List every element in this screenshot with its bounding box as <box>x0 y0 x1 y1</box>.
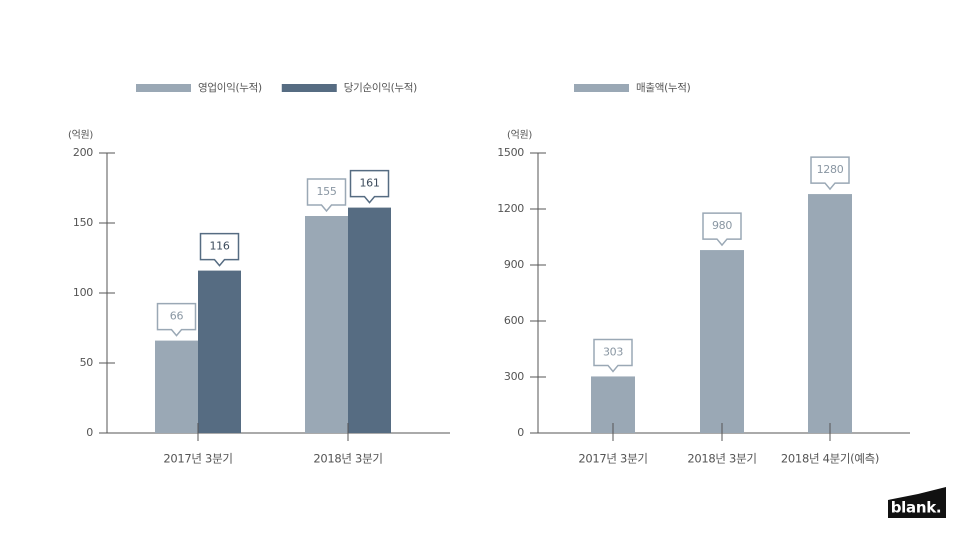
y-tick-label: 50 <box>80 356 94 369</box>
bar <box>155 340 198 433</box>
x-tick-label: 2017년 3분기 <box>578 452 647 466</box>
value-callout <box>593 338 633 373</box>
value-label: 116 <box>209 240 229 253</box>
value-callout <box>349 169 390 204</box>
value-label: 303 <box>603 345 623 358</box>
x-tick-label: 2017년 3분기 <box>163 452 232 466</box>
y-tick-label: 0 <box>86 426 93 439</box>
legend-label: 매출액(누적) <box>636 82 691 94</box>
y-tick-label: 1500 <box>497 146 524 159</box>
bar <box>348 207 391 433</box>
bar <box>305 216 348 433</box>
legend-swatch <box>136 84 191 92</box>
unit-label: (억원) <box>68 129 93 141</box>
bar <box>700 250 744 433</box>
legend-swatch <box>574 84 629 92</box>
value-label: 66 <box>170 310 184 323</box>
x-tick-label: 2018년 3분기 <box>687 452 756 466</box>
value-label: 980 <box>712 219 732 232</box>
x-tick-label: 2018년 4분기(예측) <box>781 452 879 466</box>
y-tick-label: 900 <box>504 258 524 271</box>
value-callout <box>306 178 347 213</box>
y-tick-label: 150 <box>73 216 93 229</box>
value-label: 155 <box>316 185 336 198</box>
y-tick-label: 300 <box>504 370 524 383</box>
logo-shape <box>888 487 946 518</box>
value-callout <box>702 212 742 247</box>
value-label: 161 <box>359 177 379 190</box>
y-tick-label: 0 <box>517 426 524 439</box>
y-tick-label: 1200 <box>497 202 524 215</box>
y-tick-label: 100 <box>73 286 93 299</box>
value-callout <box>156 302 197 337</box>
value-label: 1280 <box>817 163 844 176</box>
unit-label: (억원) <box>507 129 532 141</box>
legend-swatch <box>281 84 337 92</box>
legend-label: 영업이익(누적) <box>198 81 262 94</box>
value-callout <box>199 232 240 267</box>
logo: blank. <box>891 499 942 517</box>
y-tick-label: 600 <box>504 314 524 327</box>
x-tick-label: 2018년 3분기 <box>313 452 382 466</box>
bar <box>808 194 852 433</box>
value-callout <box>810 156 850 191</box>
y-tick-label: 200 <box>73 146 93 159</box>
bar <box>198 270 241 433</box>
legend-label: 당기순이익(누적) <box>344 82 417 94</box>
